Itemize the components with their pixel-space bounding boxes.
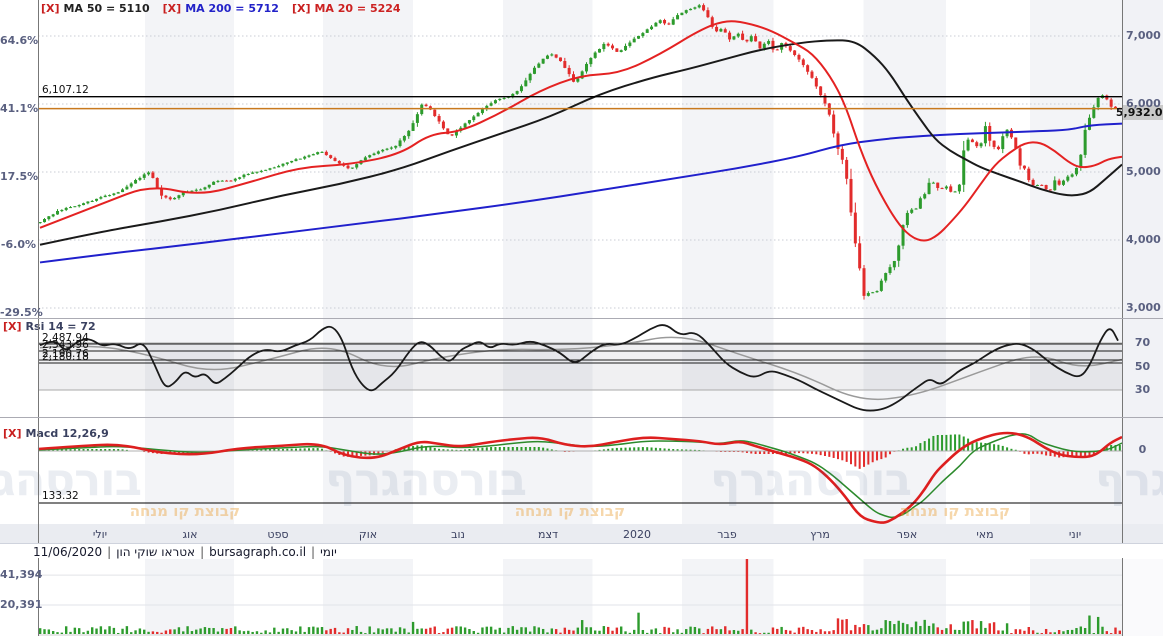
macd-zero-label: 0 [1138, 443, 1147, 456]
status-separator: | [107, 544, 112, 559]
macd-level-label: 133.32 [42, 490, 79, 502]
price-axis-tick: 7,000 [1126, 29, 1161, 42]
rsi-close-icon[interactable]: [X] [3, 320, 22, 333]
rsi-axis-tick: 70 [1134, 336, 1151, 349]
legend-label: MA 200 = 5712 [185, 2, 279, 15]
status-separator: | [200, 544, 205, 559]
price-axis-tick: 4,000 [1126, 233, 1161, 246]
price-rsi-divider [0, 318, 1163, 319]
percent-axis-tick: 41.1% [0, 102, 39, 115]
month-label: דצמ [537, 528, 559, 541]
month-label: אוק [358, 528, 378, 541]
right-axis-strip-lower [1122, 558, 1163, 636]
month-label: אפר [896, 528, 918, 541]
macd-close-icon[interactable]: [X] [3, 427, 22, 440]
legend-close-icon[interactable]: [X] [291, 2, 311, 15]
right-axis-strip [1122, 0, 1163, 524]
plot-right-border [1122, 0, 1123, 543]
status-segment: יומי [320, 544, 337, 559]
month-label: ספט [267, 528, 289, 541]
status-separator: | [311, 544, 316, 559]
volume-right-border [1122, 558, 1123, 636]
status-segment: 11/06/2020 [33, 544, 103, 559]
legend-label: MA 50 = 5110 [63, 2, 150, 15]
plot-left-border [38, 0, 39, 543]
price-axis-tick: 3,000 [1126, 301, 1161, 314]
price-level-label: 6,107.12 [42, 83, 89, 96]
rsi-level-label: 2,190.76 [42, 348, 89, 360]
month-label: נוב [451, 528, 465, 541]
macd-legend-label: Macd 12,26,9 [25, 427, 109, 440]
price-legend-item: [X] MA 200 = 5712 [163, 2, 279, 15]
time-axis-bar [0, 524, 1163, 544]
rsi-legend: [X] Rsi 14 = 72 [3, 320, 96, 333]
month-label: מרץ [810, 528, 830, 541]
month-label: אוג [182, 528, 198, 541]
price-axis-tick: 5,000 [1126, 165, 1161, 178]
volume-left-border [38, 558, 39, 636]
last-price-badge: 5,932.00 [1115, 105, 1163, 120]
rsi-level-label: 2,487.94 [42, 332, 89, 344]
percent-axis-tick: 64.6% [0, 34, 39, 47]
month-label: יולי [92, 528, 108, 541]
status-bar: 11/06/2020 | אטראו שוקי הון | bursagraph.co.… [0, 544, 1163, 559]
percent-axis-tick: -29.5% [0, 306, 43, 319]
price-legend-item: [X] MA 20 = 5224 [292, 2, 401, 15]
status-link[interactable]: bursagraph.co.il [209, 544, 307, 559]
legend-close-icon[interactable]: [X] [162, 2, 182, 15]
rsi-axis-tick: 50 [1134, 359, 1151, 373]
price-legend-item: [X] MA 50 = 5110 [41, 2, 150, 15]
percent-axis-tick: -6.0% [0, 238, 36, 251]
rsi-legend-label: Rsi 14 = 72 [25, 320, 96, 333]
legend-close-icon[interactable]: [X] [41, 2, 60, 15]
price-legend: [X] MA 50 = 5110 [X] MA 200 = 5712 [X] MA 20 … [41, 2, 401, 15]
month-label: 2020 [623, 528, 651, 541]
percent-axis-tick: 17.5% [0, 170, 39, 183]
status-segment: אטראו שוקי הון [116, 544, 196, 559]
volume-axis-tick: 41,394 [0, 568, 43, 582]
month-label: מאי [976, 528, 994, 541]
rsi-level-label: 2,343.96 [42, 339, 89, 351]
month-label: יוני [1068, 528, 1082, 541]
price-axis-tick: 6,000 [1126, 97, 1161, 110]
volume-axis-tick: 20,391 [0, 597, 43, 611]
macd-legend: [X] Macd 12,26,9 [3, 427, 109, 440]
rsi-axis-tick: 30 [1134, 383, 1151, 396]
rsi-level-label: 2,180.18 [42, 351, 89, 363]
month-label: פבר [717, 528, 737, 541]
legend-label: MA 20 = 5224 [314, 2, 401, 15]
rsi-macd-divider [0, 417, 1163, 418]
